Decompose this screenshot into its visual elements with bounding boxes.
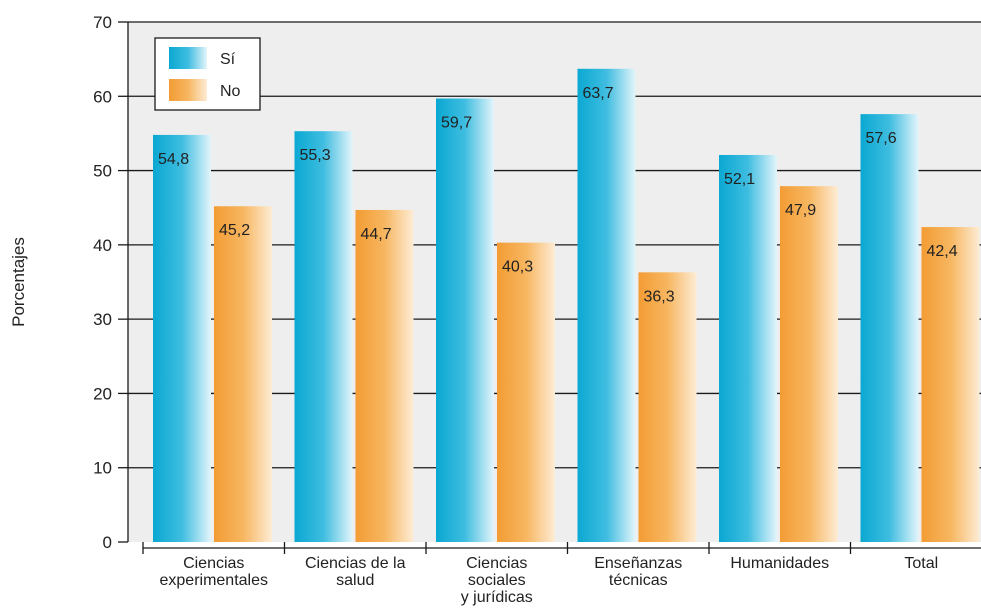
bar-no bbox=[780, 186, 838, 542]
bar-no bbox=[214, 206, 272, 542]
bar-si bbox=[577, 68, 636, 543]
data-label-si: 57,6 bbox=[866, 130, 897, 147]
data-label-no: 47,9 bbox=[785, 202, 816, 219]
x-category-label: Total bbox=[904, 555, 938, 572]
data-label-no: 44,7 bbox=[361, 226, 392, 243]
legend-swatch-no bbox=[169, 79, 207, 101]
bar-no bbox=[497, 242, 555, 542]
x-category-label: Enseñanzas técnicas bbox=[594, 555, 682, 589]
x-category-label: Ciencias sociales y jurídicas bbox=[461, 555, 533, 606]
x-category-label: Ciencias experimentales bbox=[160, 555, 269, 589]
y-tick-label: 50 bbox=[93, 162, 112, 181]
legend-swatch-si bbox=[169, 47, 207, 69]
y-tick-label: 60 bbox=[93, 87, 112, 106]
y-tick-label: 30 bbox=[93, 310, 112, 329]
bar-no bbox=[355, 209, 414, 542]
axes: 0 10 20 30 40 50 60 70 Ciencias experimentales Cie… bbox=[93, 13, 981, 606]
bars: 54,8 45,2 55,3 44,7 59,7 40,3 63,7 36,3 52,1 47,9… bbox=[153, 68, 980, 543]
data-label-si: 55,3 bbox=[300, 147, 331, 164]
bar-si bbox=[436, 98, 494, 542]
legend-label-no: No bbox=[220, 83, 241, 100]
data-label-no: 42,4 bbox=[927, 243, 958, 260]
data-label-no: 45,2 bbox=[219, 222, 250, 239]
bar-no bbox=[921, 227, 980, 542]
y-tick-label: 10 bbox=[93, 459, 112, 478]
y-tick-label: 40 bbox=[93, 236, 112, 255]
x-category-label: Ciencias de la salud bbox=[305, 555, 406, 589]
bar-si bbox=[719, 154, 777, 542]
y-tick-label: 70 bbox=[93, 13, 112, 32]
legend-label-si: Sí bbox=[220, 51, 236, 68]
data-label-si: 52,1 bbox=[724, 171, 755, 188]
y-tick-label: 20 bbox=[93, 384, 112, 403]
x-category-label: Humanidades bbox=[730, 555, 829, 572]
y-tick-label: 0 bbox=[103, 533, 112, 552]
legend: Sí No bbox=[154, 37, 261, 111]
bar-si bbox=[153, 134, 211, 542]
data-label-si: 54,8 bbox=[158, 151, 189, 168]
data-label-no: 40,3 bbox=[502, 259, 533, 276]
bar-no bbox=[638, 272, 697, 542]
data-label-si: 63,7 bbox=[583, 85, 614, 102]
bar-si bbox=[294, 131, 353, 542]
y-axis-title: Porcentajes bbox=[9, 237, 28, 327]
bar-si bbox=[860, 114, 919, 542]
data-label-no: 36,3 bbox=[644, 288, 675, 305]
data-label-si: 59,7 bbox=[441, 115, 472, 132]
